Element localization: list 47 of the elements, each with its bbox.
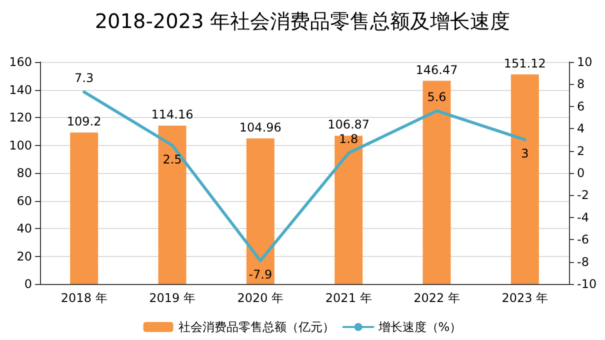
y-tick-label: 160: [9, 55, 32, 69]
data-label: 3: [521, 146, 529, 161]
chart-title: 2018-2023 年社会消费品零售总额及增长速度: [94, 9, 510, 33]
y-tick-label: 140: [9, 82, 32, 97]
y-tick-label: 40: [16, 222, 32, 236]
y2-tick-label: 6: [577, 99, 585, 114]
data-label: 146.47: [416, 62, 458, 77]
x-tick-label: 2022 年: [414, 291, 460, 305]
y2-tick-label: -2: [577, 188, 589, 202]
y-tick-label: 60: [16, 194, 32, 208]
x-tick-label: 2018 年: [60, 291, 108, 305]
data-label: 7.3: [74, 70, 94, 85]
x-tick-label: 2019 年: [149, 291, 196, 305]
data-label: 1.8: [339, 132, 358, 146]
y2-tick-label: 0: [577, 166, 585, 180]
y-tick-label: 80: [16, 166, 32, 180]
bar: [422, 80, 451, 284]
data-label: 114.16: [151, 108, 194, 122]
y2-tick-label: -6: [577, 232, 589, 247]
legend-label: 增长速度（%）: [377, 320, 462, 334]
bar: [70, 132, 98, 284]
y2-tick-label: 4: [577, 122, 585, 136]
x-tick-label: 2023 年: [502, 291, 548, 305]
data-label: 151.12: [504, 56, 546, 70]
x-tick-label: 2020 年: [237, 291, 284, 305]
y2-tick-label: -4: [577, 210, 589, 224]
y-tick-label: 100: [9, 138, 32, 152]
bar: [334, 136, 363, 284]
bar: [510, 74, 539, 284]
y2-tick-label: 2: [577, 144, 585, 158]
y2-tick-label: -10: [577, 277, 597, 291]
bar: [246, 138, 274, 284]
data-label: 5.6: [427, 90, 446, 104]
data-label: 106.87: [328, 118, 370, 132]
y2-tick-label: 8: [577, 77, 585, 92]
data-label: 109.2: [66, 114, 102, 128]
data-label: 104.96: [239, 120, 282, 134]
y-tick-label: 0: [24, 277, 32, 291]
y-tick-label: 120: [9, 110, 32, 124]
legend-label: 社会消费品零售总额（亿元）: [178, 320, 334, 334]
x-tick-label: 2021 年: [325, 291, 372, 305]
y-tick-label: 20: [16, 249, 32, 264]
y2-tick-label: 10: [577, 55, 592, 69]
data-label: 2.5: [162, 152, 182, 166]
data-label: -7.9: [248, 268, 272, 282]
y2-tick-label: -8: [577, 254, 589, 269]
bar: [158, 126, 186, 284]
